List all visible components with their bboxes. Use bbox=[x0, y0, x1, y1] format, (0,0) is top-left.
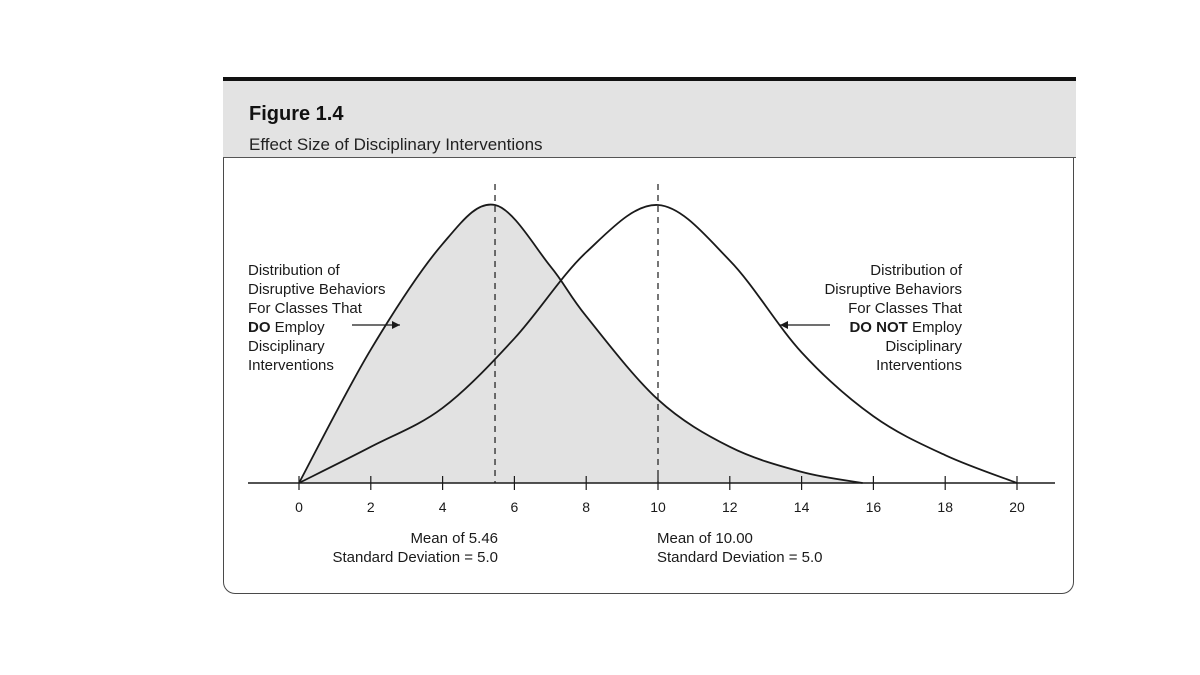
label-line: Distribution of bbox=[870, 262, 962, 279]
curve-do-employ bbox=[298, 203, 863, 484]
figure-title: Effect Size of Disciplinary Intervention… bbox=[249, 135, 543, 154]
label-line: Interventions bbox=[248, 357, 334, 374]
label-do-employ: Distribution of Disruptive Behaviors For… bbox=[248, 261, 468, 375]
label-do-not-employ: Distribution of Disruptive Behaviors For… bbox=[742, 261, 962, 375]
x-tick-label: 0 bbox=[295, 499, 303, 515]
arrow-do-not-employ-head bbox=[780, 321, 788, 329]
label-line: Interventions bbox=[876, 357, 962, 374]
figure-header: Figure 1.4 Effect Size of Disciplinary I… bbox=[223, 77, 1076, 158]
label-line: Disruptive Behaviors bbox=[824, 281, 962, 298]
area-do-employ bbox=[299, 204, 863, 483]
x-tick-label: 8 bbox=[582, 499, 590, 515]
stat-sd: Standard Deviation = 5.0 bbox=[332, 549, 498, 566]
x-tick-label: 4 bbox=[439, 499, 447, 515]
x-tick-label: 6 bbox=[511, 499, 519, 515]
stat-mean: Mean of 5.46 bbox=[410, 530, 498, 547]
x-tick-label: 14 bbox=[794, 499, 810, 515]
emphasis-do: DO bbox=[248, 319, 271, 336]
label-line: For Classes That bbox=[248, 300, 362, 317]
x-tick-label: 12 bbox=[722, 499, 738, 515]
label-line: Distribution of bbox=[248, 262, 340, 279]
label-line: Disciplinary bbox=[885, 338, 962, 355]
label-line: For Classes That bbox=[848, 300, 962, 317]
label-line: Disruptive Behaviors bbox=[248, 281, 386, 298]
x-tick-label: 16 bbox=[866, 499, 882, 515]
stat-do-employ: Mean of 5.46 Standard Deviation = 5.0 bbox=[298, 529, 498, 567]
x-tick-label: 2 bbox=[367, 499, 375, 515]
label-line-do-not-employ: DO NOT Employ bbox=[849, 319, 962, 336]
figure-number: Figure 1.4 bbox=[249, 103, 344, 125]
emphasis-do-not: DO NOT bbox=[849, 319, 908, 336]
curve-do-not-employ bbox=[298, 204, 1018, 484]
label-line-do-employ: DO Employ bbox=[248, 319, 325, 336]
x-tick-label: 18 bbox=[937, 499, 953, 515]
x-tick-label: 20 bbox=[1009, 499, 1025, 515]
stat-mean: Mean of 10.00 bbox=[657, 530, 753, 547]
label-line: Disciplinary bbox=[248, 338, 325, 355]
arrow-do-employ-head bbox=[392, 321, 400, 329]
stat-do-not-employ: Mean of 10.00 Standard Deviation = 5.0 bbox=[657, 529, 877, 567]
stat-sd: Standard Deviation = 5.0 bbox=[657, 549, 823, 566]
x-tick-label: 10 bbox=[650, 499, 666, 515]
